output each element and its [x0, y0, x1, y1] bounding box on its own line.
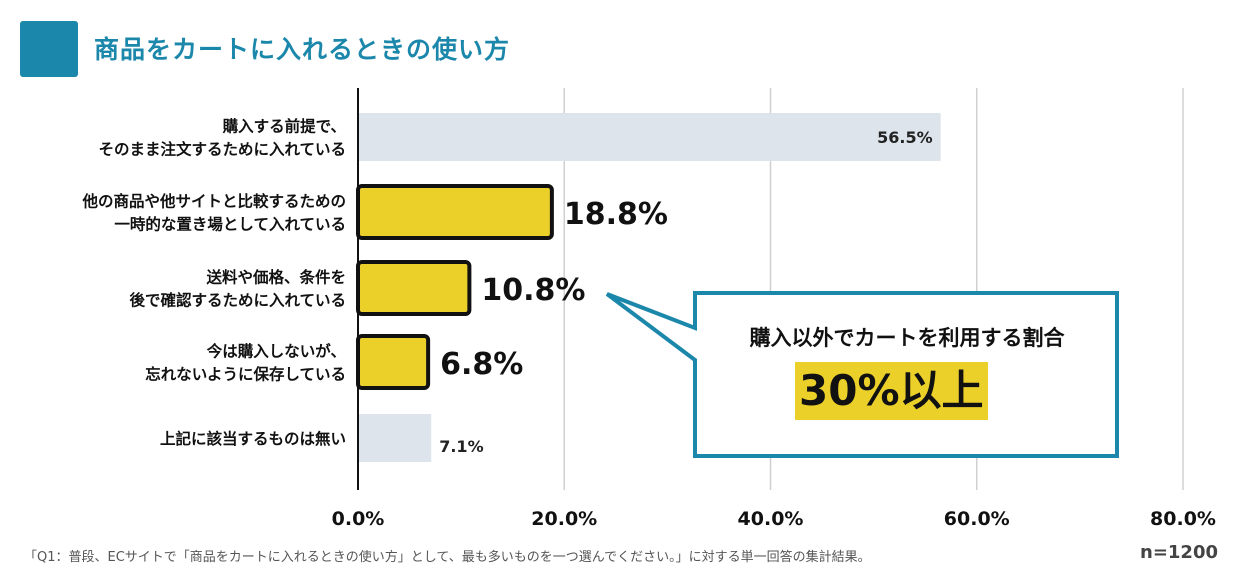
bar: [356, 334, 431, 390]
value-label: 18.8%: [564, 197, 668, 232]
category-label: 後で確認するために入れている: [129, 291, 346, 310]
x-tick-label: 0.0%: [332, 508, 385, 530]
sample-size: n=1200: [1140, 542, 1218, 563]
category-label: 今は購入しないが、: [207, 342, 346, 361]
callout-line2: 30%以上: [795, 362, 988, 420]
footnote: 「Q1：普段、ECサイトで「商品をカートに入れるときの使い方」として、最も多いも…: [24, 550, 871, 565]
category-label: そのまま注文するために入れている: [98, 140, 346, 159]
category-label: 忘れないように保存している: [145, 365, 346, 384]
category-label: 上記に該当するものは無い: [160, 429, 346, 448]
chart-title: 商品をカートに入れるときの使い方: [94, 35, 511, 64]
category-label: 送料や価格、条件を: [205, 268, 346, 287]
value-label: 7.1%: [439, 437, 483, 456]
callout-line1: 購入以外でカートを利用する割合: [749, 326, 1065, 350]
x-tick-label: 60.0%: [944, 508, 1010, 530]
x-tick-label: 20.0%: [531, 508, 597, 530]
x-tick-label: 40.0%: [738, 508, 804, 530]
bar: [356, 260, 472, 316]
category-label: 購入する前提で、: [222, 117, 346, 136]
bar: [358, 113, 941, 161]
x-tick-label: 80.0%: [1150, 508, 1216, 530]
bar: [358, 414, 432, 462]
bar: [356, 184, 554, 240]
title-marker: [20, 21, 78, 77]
category-label: 一時的な置き場として入れている: [114, 215, 346, 234]
value-label: 10.8%: [481, 273, 585, 308]
value-label: 6.8%: [440, 347, 523, 382]
category-label: 他の商品や他サイトと比較するための: [81, 192, 346, 211]
value-label: 56.5%: [877, 128, 933, 147]
